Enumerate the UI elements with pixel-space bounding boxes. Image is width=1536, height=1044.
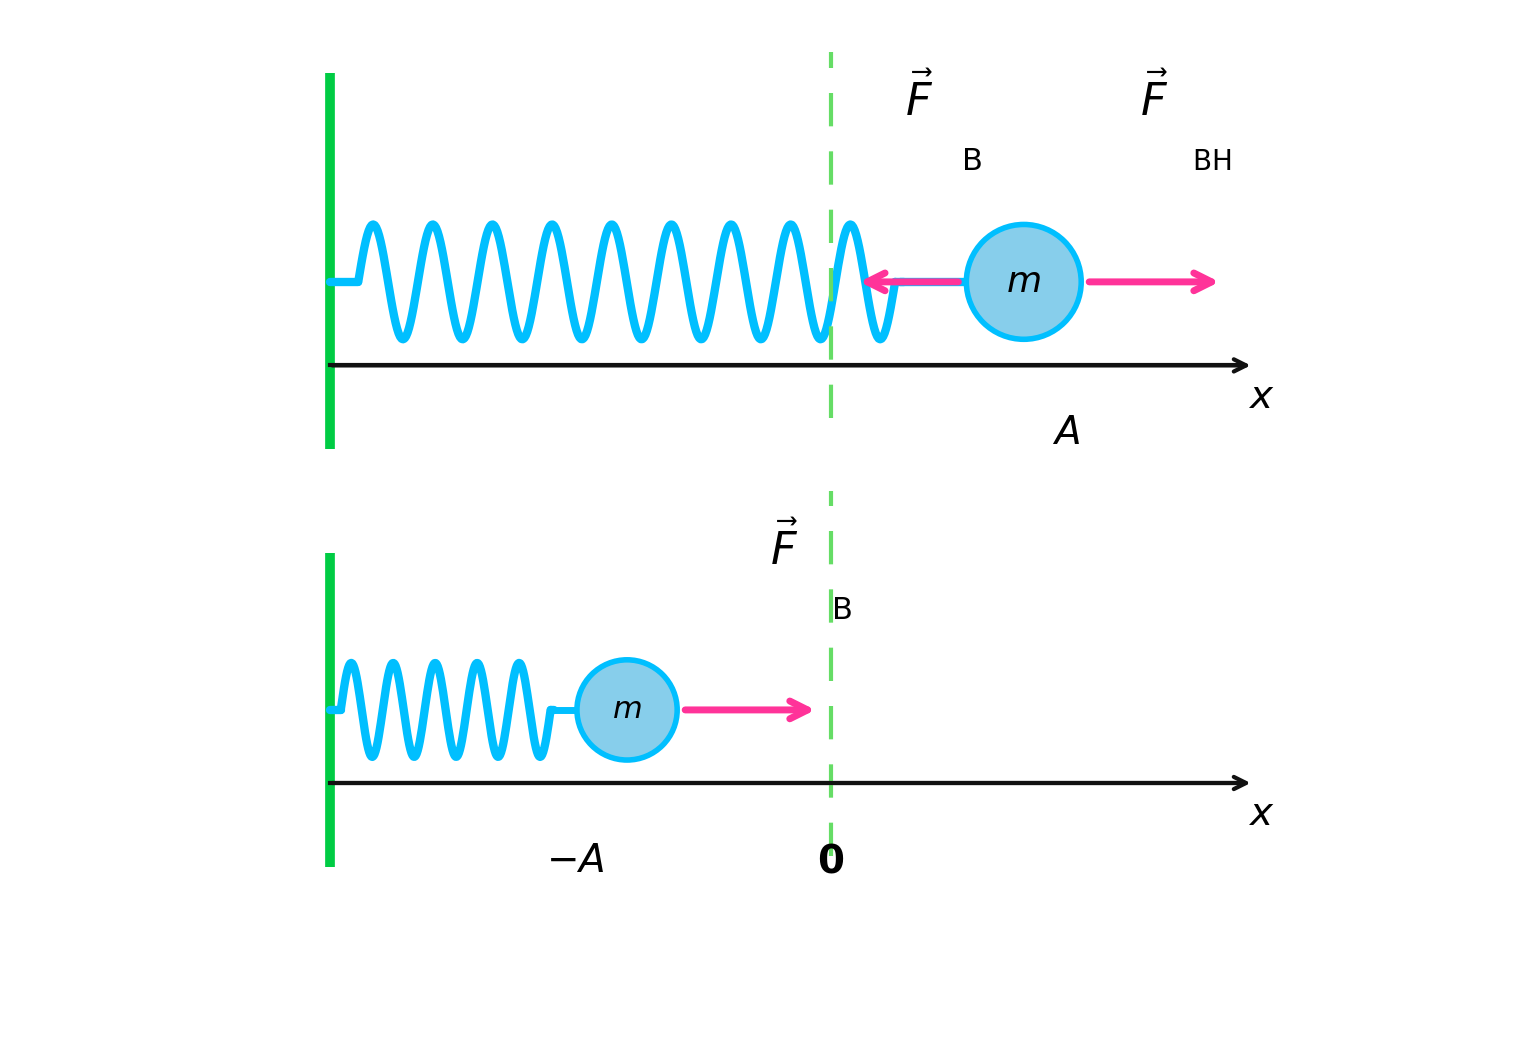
Text: $-A$: $-A$ — [545, 843, 604, 880]
Text: $\vec{F}$: $\vec{F}$ — [1140, 73, 1169, 125]
Text: $\mathrm{BH}$: $\mathrm{BH}$ — [1192, 148, 1232, 175]
Circle shape — [578, 660, 677, 760]
Circle shape — [966, 224, 1081, 339]
Text: $m$: $m$ — [613, 695, 642, 725]
Text: $A$: $A$ — [1052, 414, 1080, 452]
Text: $\vec{F}$: $\vec{F}$ — [770, 522, 797, 574]
Text: $\mathbf{0}$: $\mathbf{0}$ — [817, 843, 845, 880]
Text: $\mathrm{B}$: $\mathrm{B}$ — [962, 147, 982, 176]
Text: $\vec{F}$: $\vec{F}$ — [905, 73, 934, 125]
Text: $x$: $x$ — [1247, 796, 1273, 833]
Text: $x$: $x$ — [1247, 378, 1273, 416]
Text: $m$: $m$ — [1006, 265, 1041, 299]
Text: $\mathrm{B}$: $\mathrm{B}$ — [831, 596, 851, 625]
